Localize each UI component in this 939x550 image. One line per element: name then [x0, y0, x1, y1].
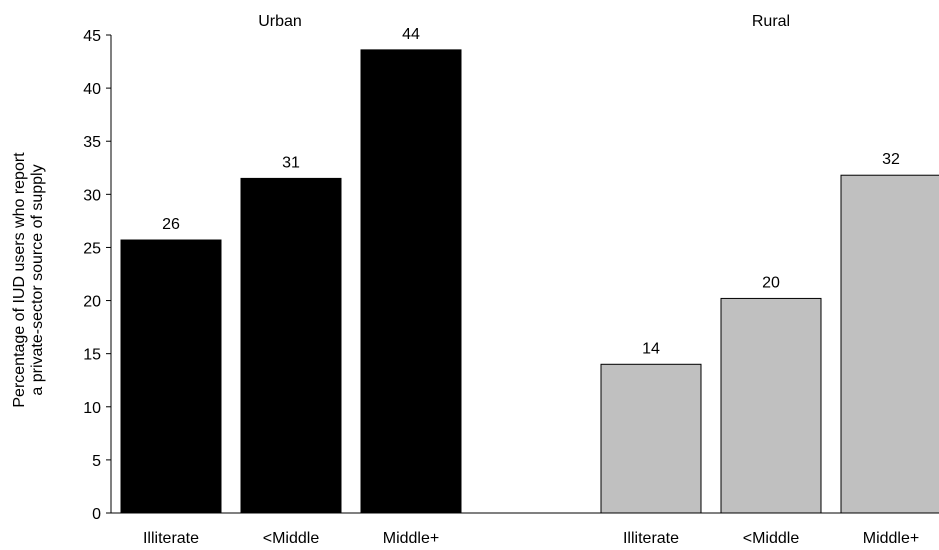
y-axis-label: Percentage of IUD users who report a pri…	[11, 152, 46, 408]
group-title-rural: Rural	[752, 13, 790, 30]
y-tick-label: 20	[83, 294, 101, 311]
y-tick-label: 40	[83, 81, 101, 98]
bar-rural-2	[840, 174, 939, 514]
x-tick-label: Illiterate	[623, 530, 679, 547]
data-label: 26	[162, 216, 180, 233]
bar-urban-0	[120, 239, 222, 514]
x-tick-label: <Middle	[263, 530, 320, 547]
y-tick-label: 35	[83, 134, 101, 151]
labels: Urban 26 Illiterate 31 <Middle 44 Middle+ Rural…	[143, 13, 919, 547]
bar-rural-1	[720, 297, 822, 514]
bar-rural-0	[600, 363, 702, 514]
y-tick-label: 45	[83, 28, 101, 45]
y-tick-label: 0	[92, 506, 101, 523]
y-tick-label: 30	[83, 187, 101, 204]
data-label: 20	[762, 274, 780, 291]
y-ticks: 0 5 10 15 20 25 30 35 40 45	[83, 28, 111, 523]
y-tick-label: 5	[92, 453, 101, 470]
data-label: 31	[282, 154, 300, 171]
y-axis-label-line-2: a private-sector source of supply	[29, 164, 46, 395]
bar-urban-1	[240, 177, 342, 514]
x-tick-label: Middle+	[863, 530, 919, 547]
y-tick-label: 15	[83, 347, 101, 364]
group-title-urban: Urban	[258, 13, 302, 30]
bar-urban-2	[360, 49, 462, 514]
data-label: 14	[642, 340, 660, 357]
y-tick-label: 25	[83, 240, 101, 257]
y-tick-label: 10	[83, 400, 101, 417]
bars	[120, 49, 939, 514]
y-axis-label-line-1: Percentage of IUD users who report	[11, 152, 28, 408]
data-label: 32	[882, 151, 900, 168]
x-tick-label: <Middle	[743, 530, 800, 547]
data-label: 44	[402, 26, 420, 43]
x-tick-label: Middle+	[383, 530, 439, 547]
x-tick-label: Illiterate	[143, 530, 199, 547]
